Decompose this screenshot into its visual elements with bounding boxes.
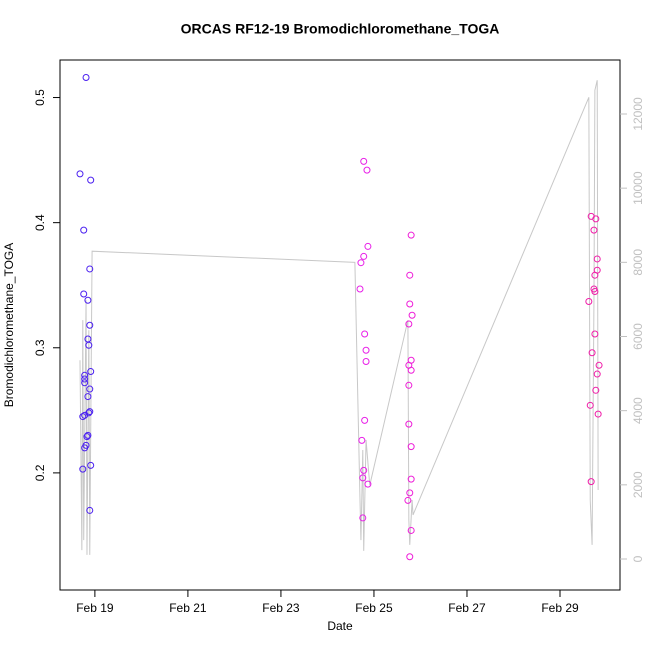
data-point	[408, 311, 416, 319]
data-point	[593, 266, 601, 274]
data-point	[362, 346, 370, 354]
data-point	[86, 506, 94, 514]
data-point	[356, 285, 364, 293]
data-point	[406, 271, 414, 279]
data-point	[586, 401, 594, 409]
data-point	[591, 330, 599, 338]
data-point	[593, 255, 601, 263]
data-point	[360, 252, 368, 260]
data-point	[405, 320, 413, 328]
data-point	[407, 366, 415, 374]
x-tick-label: Feb 23	[262, 601, 300, 615]
data-point	[84, 296, 92, 304]
data-point	[87, 176, 95, 184]
data-point	[406, 489, 414, 497]
plot-frame	[59, 59, 621, 591]
data-point	[84, 393, 92, 401]
y2-tick-label: 6000	[631, 323, 645, 350]
data-point	[361, 416, 369, 424]
data-point	[80, 226, 88, 234]
data-point	[79, 465, 87, 473]
data-point	[405, 381, 413, 389]
data-point	[81, 371, 89, 379]
y-tick-label: 0.3	[33, 339, 47, 356]
data-point	[407, 443, 415, 451]
data-point	[404, 496, 412, 504]
data-point	[405, 420, 413, 428]
y-tick-label: 0.2	[33, 464, 47, 481]
data-point	[87, 368, 95, 376]
data-point	[407, 475, 415, 483]
data-point	[83, 433, 91, 441]
y-tick-label: 0.4	[33, 214, 47, 231]
data-point	[81, 444, 89, 452]
x-tick-label: Feb 29	[541, 601, 579, 615]
data-point	[406, 300, 414, 308]
data-point	[364, 242, 372, 250]
y2-tick-label: 8000	[631, 249, 645, 276]
data-point	[86, 385, 94, 393]
data-point	[595, 361, 603, 369]
data-point	[363, 166, 371, 174]
data-point	[406, 553, 414, 561]
y2-tick-label: 10000	[631, 171, 645, 205]
data-point	[592, 386, 600, 394]
data-point	[84, 431, 92, 439]
y2-tick-label: 12000	[631, 97, 645, 131]
data-point	[364, 480, 372, 488]
data-point	[592, 215, 600, 223]
data-point	[82, 74, 90, 82]
y-tick-label: 0.5	[33, 89, 47, 106]
data-point	[87, 461, 95, 469]
x-tick-label: Feb 25	[355, 601, 393, 615]
data-point	[358, 436, 366, 444]
data-point	[359, 514, 367, 522]
data-point	[81, 411, 89, 419]
altitude-line	[79, 80, 599, 555]
y2-tick-label: 2000	[631, 471, 645, 498]
data-point	[360, 157, 368, 165]
data-point	[85, 341, 93, 349]
data-point	[80, 290, 88, 298]
data-point	[593, 370, 601, 378]
data-point	[590, 226, 598, 234]
data-point	[79, 413, 87, 421]
x-tick-label: Feb 21	[169, 601, 207, 615]
data-point	[81, 375, 89, 383]
data-point	[407, 526, 415, 534]
x-tick-label: Feb 19	[76, 601, 114, 615]
x-axis-label: Date	[327, 619, 353, 633]
data-point	[594, 410, 602, 418]
data-point	[86, 408, 94, 416]
data-point	[585, 297, 593, 305]
y-axis-label: Bromodichloromethane_TOGA	[2, 243, 16, 408]
y2-tick-label: 0	[631, 555, 645, 562]
chart-title: ORCAS RF12-19 Bromodichloromethane_TOGA	[181, 21, 500, 37]
data-point	[362, 358, 370, 366]
data-point	[361, 330, 369, 338]
y2-tick-label: 4000	[631, 397, 645, 424]
data-point	[359, 474, 367, 482]
data-point	[591, 287, 599, 295]
data-point	[407, 231, 415, 239]
x-tick-label: Feb 27	[448, 601, 486, 615]
data-point	[86, 321, 94, 329]
data-point	[587, 478, 595, 486]
data-point	[588, 349, 596, 357]
data-point	[86, 265, 94, 273]
data-point	[81, 379, 89, 387]
data-point	[357, 259, 365, 267]
data-point	[76, 170, 84, 178]
data-point	[360, 466, 368, 474]
